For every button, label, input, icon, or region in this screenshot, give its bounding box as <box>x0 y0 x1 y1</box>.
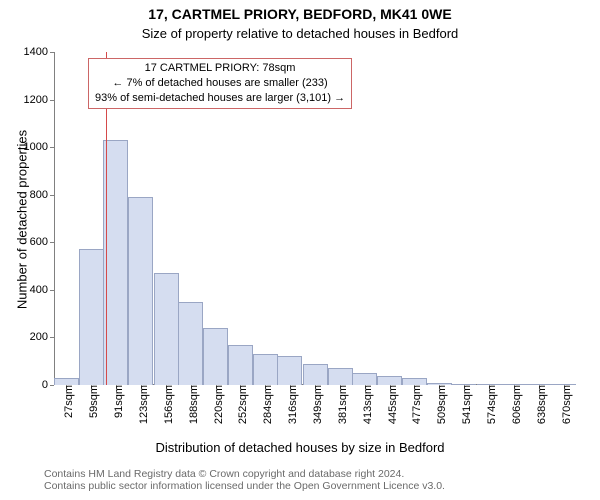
histogram-bar <box>203 328 228 385</box>
x-tick-label: 188sqm <box>182 385 200 424</box>
y-tick-label: 800 <box>30 189 54 201</box>
y-tick-label: 0 <box>42 379 54 391</box>
x-tick-label: 349sqm <box>306 385 324 424</box>
x-tick-label: 316sqm <box>281 385 299 424</box>
annotation-line: 17 CARTMEL PRIORY: 78sqm <box>95 61 345 76</box>
histogram-bar <box>377 376 402 386</box>
y-axis-label: Number of detached properties <box>15 120 30 320</box>
x-tick-label: 123sqm <box>132 385 150 424</box>
histogram-bar <box>103 140 128 385</box>
x-tick-label: 59sqm <box>82 385 100 418</box>
x-tick-label: 638sqm <box>530 385 548 424</box>
x-tick-label: 27sqm <box>57 385 75 418</box>
histogram-bar <box>79 249 104 385</box>
histogram-bar <box>303 364 328 385</box>
footer-line: Contains HM Land Registry data © Crown c… <box>44 468 445 480</box>
x-tick-label: 477sqm <box>405 385 423 424</box>
y-tick-label: 200 <box>30 331 54 343</box>
histogram-bar <box>228 345 253 385</box>
x-tick-label: 413sqm <box>356 385 374 424</box>
histogram-bar <box>54 378 79 385</box>
x-tick-label: 156sqm <box>157 385 175 424</box>
histogram-bar <box>402 378 427 385</box>
histogram-bar <box>128 197 153 385</box>
annotation-box: 17 CARTMEL PRIORY: 78sqm ← 7% of detache… <box>88 58 352 109</box>
figure-container: { "title": "17, CARTMEL PRIORY, BEDFORD,… <box>0 0 600 500</box>
histogram-bar <box>178 302 203 385</box>
y-tick-label: 1400 <box>24 46 54 58</box>
x-tick-label: 574sqm <box>480 385 498 424</box>
footer-line: Contains public sector information licen… <box>44 480 445 492</box>
x-tick-label: 91sqm <box>107 385 125 418</box>
histogram-bar <box>277 356 302 385</box>
histogram-bar <box>352 373 377 385</box>
x-tick-label: 381sqm <box>331 385 349 424</box>
y-tick-label: 400 <box>30 284 54 296</box>
y-tick-label: 600 <box>30 236 54 248</box>
chart-subtitle: Size of property relative to detached ho… <box>0 26 600 41</box>
x-tick-label: 509sqm <box>430 385 448 424</box>
x-tick-label: 220sqm <box>207 385 225 424</box>
histogram-bar <box>253 354 278 385</box>
x-tick-label: 541sqm <box>455 385 473 424</box>
x-tick-label: 670sqm <box>555 385 573 424</box>
x-tick-label: 252sqm <box>231 385 249 424</box>
footer-attribution: Contains HM Land Registry data © Crown c… <box>44 468 445 492</box>
x-tick-label: 606sqm <box>505 385 523 424</box>
chart-title: 17, CARTMEL PRIORY, BEDFORD, MK41 0WE <box>0 6 600 22</box>
annotation-line: 93% of semi-detached houses are larger (… <box>95 91 345 106</box>
x-axis-label: Distribution of detached houses by size … <box>0 440 600 455</box>
x-tick-label: 284sqm <box>256 385 274 424</box>
x-tick-label: 445sqm <box>381 385 399 424</box>
y-tick-label: 1200 <box>24 94 54 106</box>
histogram-bar <box>328 368 353 385</box>
histogram-bar <box>154 273 179 385</box>
annotation-line: ← 7% of detached houses are smaller (233… <box>95 76 345 91</box>
y-axis-line <box>54 52 55 385</box>
